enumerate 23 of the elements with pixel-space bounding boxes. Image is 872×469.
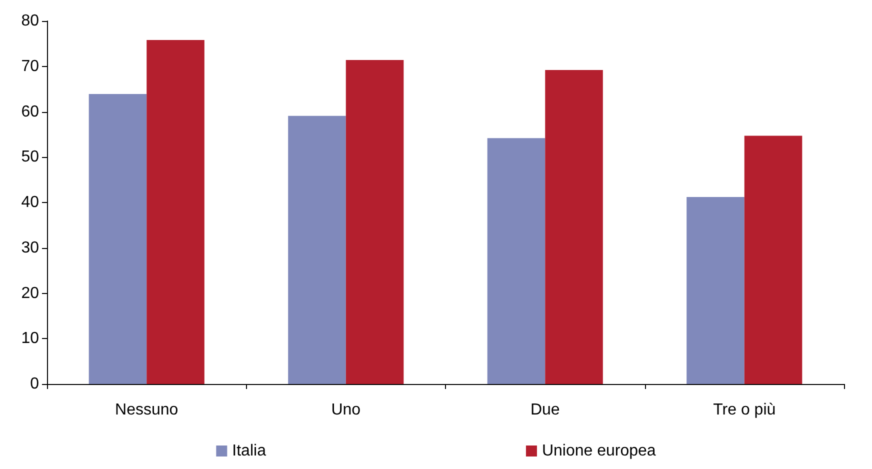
- bar: [686, 197, 744, 384]
- y-tick-label: 40: [21, 194, 40, 211]
- y-tick-label: 60: [21, 103, 40, 120]
- bar: [146, 40, 204, 384]
- legend-label: Italia: [232, 442, 266, 460]
- bar: [346, 60, 404, 384]
- y-tick-label: 0: [30, 376, 40, 392]
- bar: [288, 116, 346, 384]
- y-tick-label: 10: [21, 330, 40, 348]
- bar: [744, 136, 802, 384]
- y-tick-label: 70: [21, 58, 40, 75]
- y-tick-label: 50: [21, 148, 40, 166]
- bar: [545, 70, 603, 384]
- x-tick-label: Uno: [331, 402, 361, 418]
- legend-label: Unione europea: [542, 442, 656, 460]
- bar: [487, 138, 546, 384]
- x-tick-label: Tre o più: [713, 402, 776, 418]
- y-tick-label: 30: [21, 239, 40, 256]
- x-tick-label: Due: [530, 402, 560, 418]
- y-tick-label: 20: [21, 284, 40, 302]
- bar: [88, 94, 147, 384]
- y-tick-label: 80: [21, 12, 40, 30]
- x-tick-label: Nessuno: [115, 402, 178, 418]
